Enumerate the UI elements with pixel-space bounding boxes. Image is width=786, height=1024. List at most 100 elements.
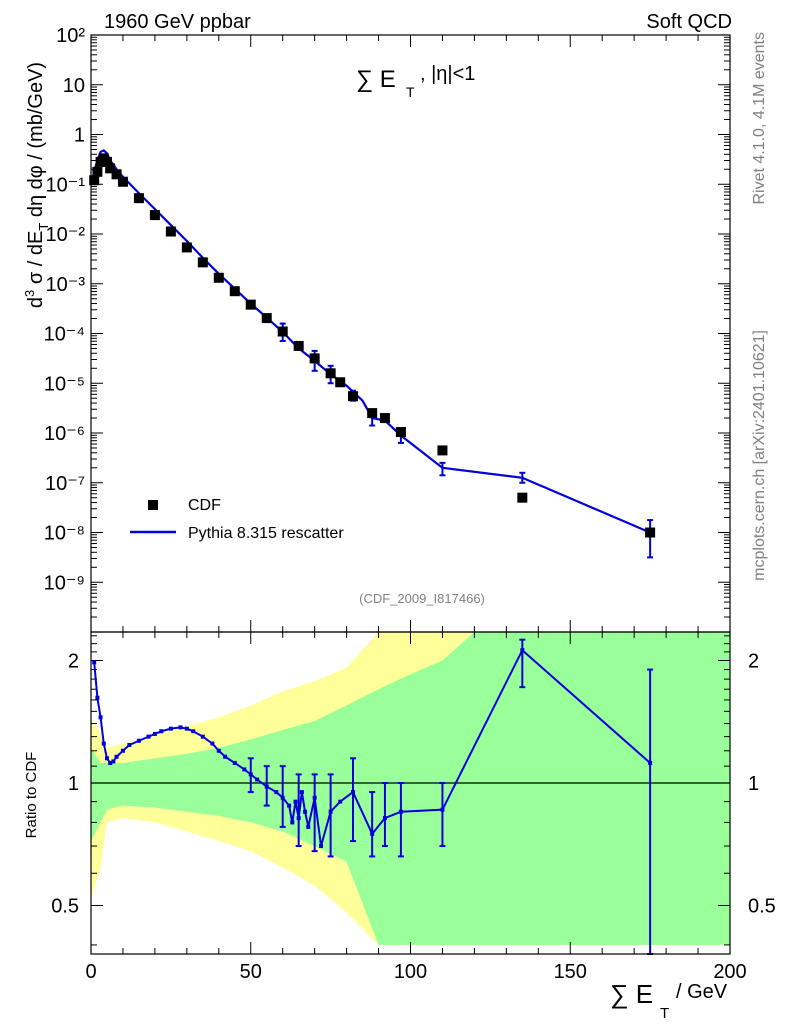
cdf-data-point xyxy=(335,377,346,388)
pythia-ratio-point xyxy=(290,820,295,825)
cdf-data-point xyxy=(111,169,122,180)
pythia-ratio-point xyxy=(319,844,324,849)
cdf-data-point xyxy=(645,527,656,538)
main-axis-ticks: 10² 10 1 10⁻¹ 10⁻² 10⁻³ 10⁻⁴ 10⁻⁵ 10⁻⁶ 10⁻⁷ 10⁻⁸ 10… xyxy=(44,25,731,632)
ratio-y-tick-label: 2 xyxy=(68,651,79,673)
main-y-tick-label: 10⁻⁶ xyxy=(44,423,85,445)
pythia-ratio-point xyxy=(306,824,311,829)
main-title-suffix: , |η|<1 xyxy=(420,63,475,85)
cdf-data-point xyxy=(89,175,100,186)
main-plot-data xyxy=(89,149,656,559)
xlabel-sub: T xyxy=(660,1005,669,1022)
legend-label-pythia: Pythia 8.315 rescatter xyxy=(188,525,344,542)
pythia-ratio-point xyxy=(210,741,215,746)
pythia-ratio-point xyxy=(242,767,247,772)
legend-label-cdf: CDF xyxy=(188,497,221,514)
pythia-ratio-point xyxy=(287,803,292,808)
pythia-ratio-point xyxy=(200,734,205,739)
cdf-data-point xyxy=(517,492,528,503)
x-tick-label: 50 xyxy=(240,961,262,983)
x-tick-label: 100 xyxy=(394,961,427,983)
main-y-tick-label: 10⁻⁹ xyxy=(44,572,85,594)
cdf-data-point xyxy=(261,313,272,324)
pythia-ratio-point xyxy=(98,715,103,720)
x-tick-label: 200 xyxy=(713,961,746,983)
pythia-ratio-point xyxy=(92,660,97,665)
header-left: 1960 GeV ppbar xyxy=(104,11,251,33)
cdf-data-point xyxy=(367,408,378,419)
ratio-y-tick-label: 0.5 xyxy=(51,895,79,917)
main-y-tick-label: 10⁻⁷ xyxy=(45,473,85,495)
pythia-ratio-point xyxy=(159,729,164,734)
main-y-tick-label: 1 xyxy=(74,125,85,147)
main-y-tick-label: 10⁻² xyxy=(46,224,86,246)
main-y-axis-label: d3 σ / dET dη dφ / (mb/GeV) xyxy=(22,62,51,308)
ratio-uncertainty-bands xyxy=(91,632,730,945)
pythia-ratio-point xyxy=(152,731,157,736)
main-title: ∑ E T , |η|<1 xyxy=(356,63,475,100)
pythia-ratio-point xyxy=(216,748,221,753)
cdf-data-point xyxy=(101,156,112,167)
cdf-data-point xyxy=(325,368,336,379)
ratio-y-tick-label-right: 0.5 xyxy=(748,895,776,917)
pythia-ratio-point xyxy=(191,729,196,734)
cdf-data-point xyxy=(213,272,224,283)
main-title-sub: T xyxy=(406,84,415,100)
pythia-ratio-point xyxy=(101,741,106,746)
cdf-data-point xyxy=(229,286,240,297)
cdf-data-point xyxy=(149,210,160,221)
ratio-y-tick-label-right: 2 xyxy=(748,651,759,673)
ylabel-sup: 3 xyxy=(22,290,37,297)
cdf-data-point xyxy=(245,299,256,310)
cdf-data-point xyxy=(379,413,390,424)
rivet-label: Rivet 4.1.0, 4.1M events xyxy=(751,32,768,205)
x-tick-label: 150 xyxy=(554,961,587,983)
analysis-watermark: (CDF_2009_I817466) xyxy=(359,591,485,606)
mcplots-label: mcplots.cern.ch [arXiv:2401.10621] xyxy=(751,330,768,581)
ylabel-post: dη dφ / (mb/GeV) xyxy=(25,62,47,223)
cdf-data-point xyxy=(181,242,192,253)
ratio-y-tick-label: 1 xyxy=(68,773,79,795)
cdf-data-point xyxy=(92,166,103,177)
cdf-data-point xyxy=(293,340,304,351)
ratio-axis-ticks: 0.5 0.5 1 1 2 2 0 50 100 150 200 xyxy=(51,632,776,983)
x-tick-label: 0 xyxy=(85,961,96,983)
legend-marker-cdf xyxy=(148,500,158,510)
pythia-ratio-point xyxy=(178,725,183,730)
cdf-data-point xyxy=(277,326,288,337)
ylabel-mid: σ / dE xyxy=(25,231,47,290)
ratio-plot-data xyxy=(92,638,654,955)
pythia-ratio-point xyxy=(120,748,125,753)
ylabel-sub: T xyxy=(36,223,51,231)
cdf-data-point xyxy=(117,176,128,187)
cdf-data-point xyxy=(133,193,144,204)
pythia-ratio-point xyxy=(95,695,100,700)
ratio-y-tick-label-right: 1 xyxy=(748,773,759,795)
band-green xyxy=(91,632,730,945)
cdf-data-point xyxy=(165,226,176,237)
pythia-ratio-point xyxy=(136,738,141,743)
ratio-y-axis-label: Ratio to CDF xyxy=(23,752,40,839)
main-y-tick-label: 10⁻⁸ xyxy=(44,523,85,545)
xlabel-prefix: ∑ E xyxy=(610,979,653,1009)
pythia-ratio-point xyxy=(168,726,173,731)
pythia-ratio-point xyxy=(303,809,308,814)
pythia-ratio-point xyxy=(108,760,113,765)
ratio-plot-frame xyxy=(90,631,731,955)
header-right: Soft QCD xyxy=(646,11,732,33)
main-y-tick-label: 10⁻⁵ xyxy=(44,373,85,395)
pythia-ratio-point xyxy=(223,754,228,759)
ylabel-pre: d xyxy=(25,297,47,308)
pythia-ratio-point xyxy=(293,799,298,804)
cdf-data-point xyxy=(347,391,358,402)
main-y-tick-label: 10⁻¹ xyxy=(46,174,86,196)
pythia-ratio-point xyxy=(232,760,237,765)
pythia-main-line xyxy=(91,149,651,534)
cdf-data-point xyxy=(437,445,448,456)
pythia-ratio-point xyxy=(146,734,151,739)
main-y-tick-label: 10 xyxy=(63,75,85,97)
x-axis-label: ∑ E T / GeV xyxy=(610,979,728,1022)
main-y-tick-label: 10² xyxy=(56,25,85,47)
xlabel-suffix: / GeV xyxy=(676,981,728,1003)
pythia-ratio-point xyxy=(114,754,119,759)
